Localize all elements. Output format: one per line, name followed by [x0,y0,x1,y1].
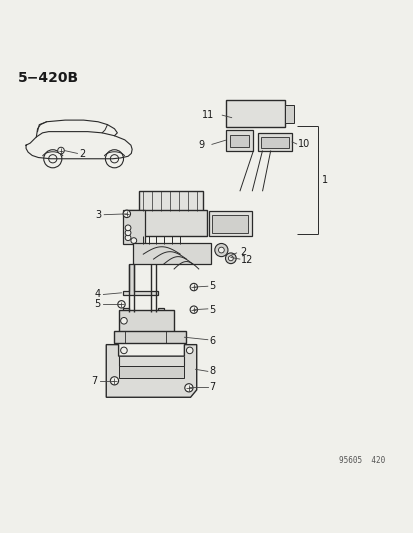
Polygon shape [106,345,196,397]
Text: 1: 1 [321,175,328,185]
Bar [133,243,211,264]
Text: 11: 11 [202,110,214,120]
Text: 12: 12 [240,255,253,265]
Text: 4: 4 [94,289,100,300]
Circle shape [125,225,131,231]
Circle shape [125,235,131,240]
Circle shape [125,230,131,236]
Text: 5−420B: 5−420B [18,71,79,85]
Circle shape [218,247,224,253]
Circle shape [105,150,123,168]
Bar [124,210,206,236]
Circle shape [184,384,192,392]
Text: 5: 5 [209,305,215,314]
Text: 2: 2 [239,247,246,257]
Circle shape [186,347,192,354]
Text: 7: 7 [91,376,97,386]
Circle shape [214,244,228,256]
Circle shape [190,284,197,291]
Text: 3: 3 [95,209,101,220]
Circle shape [57,147,64,154]
Circle shape [225,253,236,264]
Circle shape [123,210,130,217]
Circle shape [110,377,118,385]
Bar [118,310,174,332]
Circle shape [131,238,136,244]
Text: 9: 9 [198,140,204,150]
Text: 95605  420: 95605 420 [338,456,384,465]
Circle shape [117,301,125,308]
Text: 5: 5 [94,300,100,309]
Bar [258,133,292,150]
Circle shape [49,155,57,163]
Text: 10: 10 [298,139,310,149]
Bar [225,130,253,150]
Bar [118,366,184,377]
Polygon shape [122,264,157,295]
Text: 6: 6 [209,335,215,345]
Bar [261,136,289,148]
Circle shape [110,155,118,163]
Text: 7: 7 [209,382,215,392]
Text: 5: 5 [209,281,215,291]
Bar [211,215,247,233]
Text: 8: 8 [209,366,215,376]
Circle shape [44,150,62,168]
Bar [122,210,145,244]
Circle shape [228,256,233,261]
Circle shape [190,306,197,313]
Bar [139,191,202,211]
Circle shape [120,318,127,324]
Bar [114,331,186,343]
Circle shape [120,347,127,354]
Polygon shape [122,308,164,312]
Bar [229,135,249,147]
Bar [209,211,252,236]
Bar [285,106,294,123]
Text: 2: 2 [79,149,85,159]
Bar [225,100,285,127]
